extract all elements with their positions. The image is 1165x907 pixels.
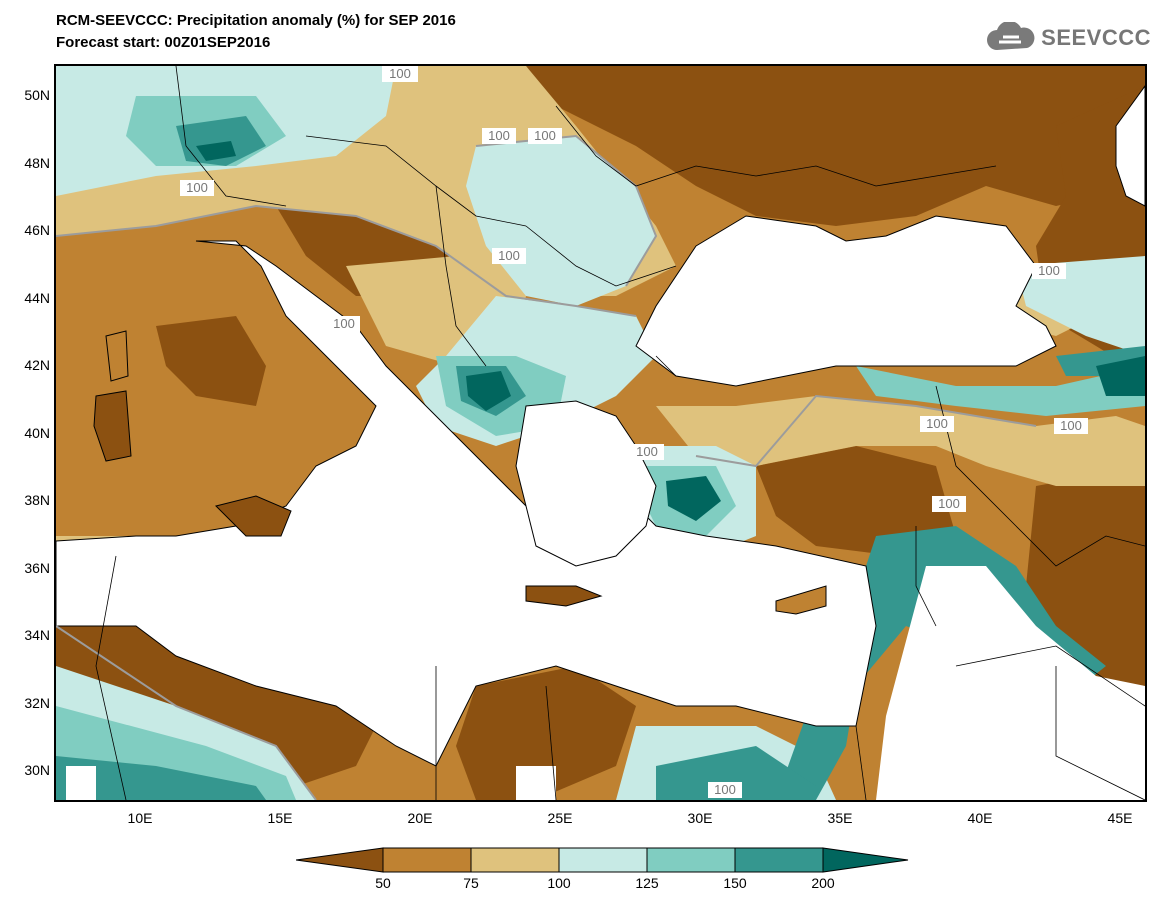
colorbar [296,847,909,873]
lon-label: 10E [127,810,153,826]
anomaly-region [526,66,1145,226]
map-panel: 100 100 100 100 100 100 100 100 100 100 … [54,64,1147,802]
corsica-island [105,330,129,382]
contour-label-box [932,496,966,512]
colorbar-bin [558,847,648,873]
contour-label-box [482,128,516,144]
colorbar-bin [734,847,824,873]
lat-label: 46N [24,222,50,238]
seevccc-logo: SEEVCCC [985,22,1151,54]
contour-label: 100 [1038,263,1060,278]
colorbar-label: 50 [375,875,391,891]
levant-desert-mask [876,566,1145,800]
aegean-sea [515,400,657,567]
contour-label-box [382,66,418,82]
contour-label-box [492,248,526,264]
anomaly-region [1096,356,1145,396]
logo-text: SEEVCCC [1041,25,1151,50]
colorbar-bin [382,847,472,873]
lat-label: 48N [24,155,50,171]
contour-line [56,625,317,800]
colorbar-label: 200 [811,875,835,891]
contour-label: 100 [636,444,658,459]
anomaly-region [666,476,721,521]
contour-label-box [708,782,742,798]
lat-label: 38N [24,492,50,508]
contour-line [695,394,1037,468]
colorbar-bin [470,847,560,873]
anomaly-region [756,446,956,556]
contour-label-group: 100 100 100 100 100 100 100 100 100 100 … [180,66,1088,798]
contour-label: 100 [186,180,208,195]
contour-label-box [180,180,214,196]
country-borders [95,66,1145,800]
title-line-2: Forecast start: 00Z01SEP2016 [56,34,271,51]
lat-label: 40N [24,425,50,441]
contour-label: 100 [389,66,411,81]
anomaly-region [56,756,266,800]
lon-label: 25E [547,810,573,826]
contour-label: 100 [1060,418,1082,433]
colorbar-label: 75 [463,875,479,891]
lon-label: 15E [267,810,293,826]
lat-label: 50N [24,87,50,103]
colorbar-label: 150 [723,875,747,891]
contour-label-box [528,128,562,144]
lat-label: 44N [24,290,50,306]
lon-label: 30E [687,810,713,826]
colorbar-bin [646,847,736,873]
lon-label: 20E [407,810,433,826]
colorbar-arrow-high [822,847,909,873]
lon-label: 35E [827,810,853,826]
lon-label: 45E [1107,810,1133,826]
cloud-icon [987,22,1035,50]
sicily-island [215,495,292,537]
contour-label: 100 [534,128,556,143]
anomaly-region [466,371,511,411]
contour-label-box [920,416,954,432]
anomaly-region [196,141,236,161]
lat-label: 34N [24,627,50,643]
anomaly-region [1016,256,1145,356]
title-line-1: RCM-SEEVCCC: Precipitation anomaly (%) f… [56,12,456,29]
lat-label: 30N [24,762,50,778]
crete-island [525,585,603,607]
colorbar-label: 100 [547,875,571,891]
cyprus-island [775,585,827,615]
contour-label-box [630,444,664,460]
anomaly-map: 100 100 100 100 100 100 100 100 100 100 … [56,66,1145,800]
anomaly-region [456,666,636,800]
contour-label: 100 [498,248,520,263]
black-sea [635,215,1057,387]
colorbar-arrow-low [296,847,384,873]
mediterranean-sea [56,240,877,767]
sardinia-island [93,390,132,462]
contour-label: 100 [714,782,736,797]
contour-line [56,204,637,317]
anomaly-region [156,316,266,406]
contour-label-box [328,316,360,332]
lat-label: 32N [24,695,50,711]
lat-label: 42N [24,357,50,373]
colorbar-label: 125 [635,875,659,891]
anomaly-region [856,366,1145,416]
contour-label: 100 [333,316,355,331]
contour-label-box [1054,418,1088,434]
contour-label-box [1032,263,1066,279]
lat-label: 36N [24,560,50,576]
contour-label: 100 [938,496,960,511]
anomaly-region [656,746,816,800]
caspian-sea [1115,85,1145,207]
anomaly-region [176,116,266,166]
lon-label: 40E [967,810,993,826]
anomaly-region [656,396,1145,486]
contour-label: 100 [926,416,948,431]
contour-label: 100 [488,128,510,143]
